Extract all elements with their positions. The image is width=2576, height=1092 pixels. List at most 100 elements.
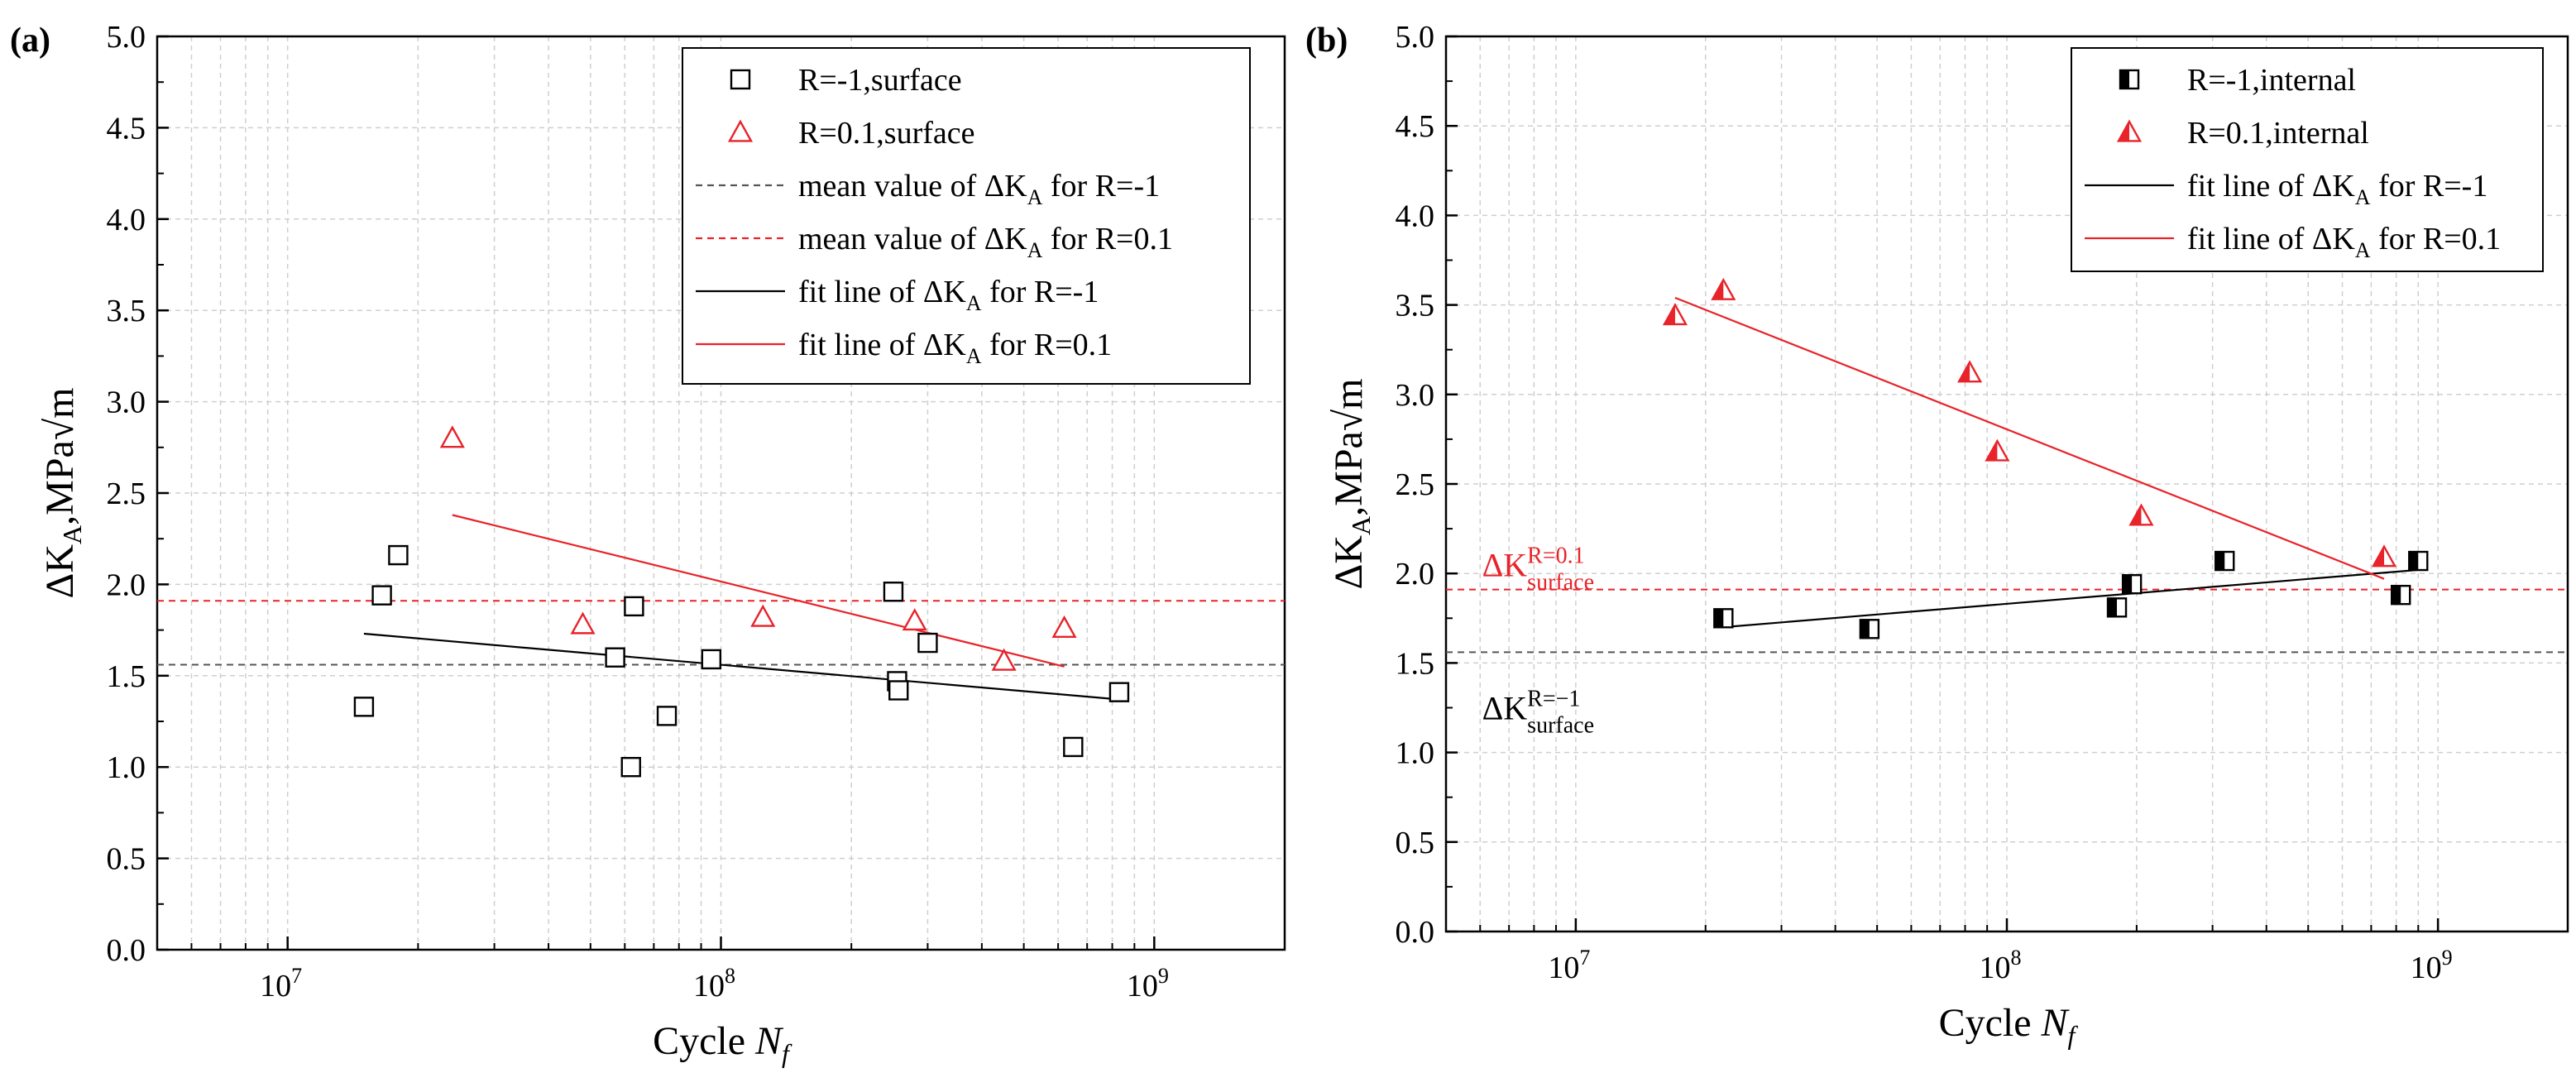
y-tick-label: 0.5 [107, 842, 146, 877]
fit-line-0 [1723, 568, 2419, 629]
annotation-sub: surface [1527, 713, 1594, 739]
data-point [701, 649, 722, 670]
y-tick-label: 1.5 [107, 659, 146, 694]
data-point [570, 611, 596, 635]
data-point [991, 648, 1017, 671]
legend-symbol [730, 69, 751, 90]
legend-box [2071, 47, 2544, 272]
y-axis-title-main: ΔK [1327, 535, 1371, 590]
legend-label: fit line of ΔKA for R=0.1 [798, 328, 1112, 368]
data-point [353, 697, 375, 717]
legend-label: fit line of ΔKA for R=-1 [798, 275, 1099, 315]
x-tick-label: 109 [2411, 946, 2453, 985]
legend-label-suffix: for R=0.1 [1042, 222, 1173, 256]
legend-label-text: R=-1,surface [798, 63, 962, 98]
data-point [2391, 584, 2411, 606]
x-tick-label: 107 [260, 964, 302, 1003]
x-tick-base: 10 [693, 969, 725, 1003]
legend: R=-1,surface R=0.1,surface mean value of Δ… [682, 47, 1251, 385]
legend-symbol [2116, 119, 2143, 142]
marker-fill [1959, 362, 1970, 382]
data-point [1985, 438, 2010, 462]
legend-label: R=0.1,surface [798, 116, 974, 151]
x-tick-exponent: 8 [2011, 946, 2022, 970]
data-point [883, 582, 904, 602]
marker-fill [1986, 441, 1998, 461]
y-tick-label: 4.5 [107, 111, 146, 146]
legend-label-suffix: for R=-1 [1042, 169, 1160, 204]
legend-label-text: fit line of ΔK [798, 328, 966, 362]
data-point [2128, 503, 2154, 526]
marker-fill [2123, 575, 2133, 594]
y-tick-label: 2.0 [1396, 557, 1435, 592]
data-point [1713, 608, 1734, 629]
annotation-0: ΔKR=0.1 surface [1482, 543, 1594, 595]
fit-line-1 [452, 514, 1065, 668]
legend-label-sub: A [1027, 238, 1043, 262]
y-axis-title-sub: A [1346, 516, 1376, 535]
data-point [1051, 615, 1077, 638]
legend-symbol [727, 119, 754, 142]
data-point [2121, 573, 2143, 595]
x-tick-exponent: 9 [1158, 964, 1169, 988]
data-point [388, 544, 409, 566]
x-tick-exponent: 7 [291, 964, 302, 988]
x-tick-base: 10 [260, 969, 291, 1003]
legend-label: R=0.1,internal [2187, 116, 2369, 151]
legend-box [682, 47, 1251, 385]
x-tick-label: 108 [1980, 946, 2022, 985]
y-axis-title-sub: A [57, 525, 87, 544]
marker-fill [2108, 598, 2118, 617]
y-tick-label: 4.0 [107, 203, 146, 237]
x-axis-title: Cycle Nf [1939, 1001, 2079, 1050]
data-point [2408, 550, 2429, 572]
marker-fill [1664, 304, 1675, 324]
y-axis-title-unit: ,MPa√m [38, 388, 82, 525]
data-point [1662, 303, 1688, 326]
x-tick-exponent: 9 [2442, 946, 2453, 970]
x-tick-label: 108 [693, 964, 735, 1003]
data-point [2214, 550, 2235, 572]
x-axis-title-text: Cycle [653, 1019, 755, 1063]
y-axis-title: ΔKA,MPa√m [38, 388, 87, 599]
marker-fill [2130, 505, 2142, 525]
y-tick-label: 3.0 [107, 386, 146, 420]
y-axis-title-main: ΔK [38, 544, 82, 599]
x-axis-title-sub: f [782, 1038, 792, 1068]
x-axis-title: Cycle Nf [653, 1019, 792, 1068]
y-tick-label: 1.0 [107, 750, 146, 785]
x-tick-base: 10 [1548, 951, 1579, 985]
legend-label-suffix: for R=0.1 [2371, 222, 2502, 256]
marker-fill [2215, 552, 2225, 571]
series-1 [1662, 277, 2397, 568]
legend-label-text: fit line of ΔK [2187, 169, 2355, 204]
data-point [917, 632, 938, 654]
y-axis-title-unit: ,MPa√m [1327, 379, 1371, 516]
data-point [1957, 360, 1983, 383]
legend-label-text: fit line of ΔK [798, 275, 966, 309]
y-axis-title: ΔKA,MPa√m [1327, 379, 1376, 590]
y-tick-label: 1.5 [1396, 646, 1435, 681]
marker-fill [2119, 122, 2129, 141]
fit-line-1 [1674, 296, 2385, 580]
marker-fill [1860, 620, 1870, 639]
marker-fill [2120, 70, 2129, 89]
data-point [902, 608, 927, 631]
y-tick-label: 0.0 [1396, 915, 1435, 950]
y-tick-label: 4.5 [1396, 109, 1435, 144]
x-tick-label: 107 [1548, 946, 1590, 985]
y-tick-label: 1.0 [1396, 736, 1435, 771]
fit-line-0 [363, 632, 1120, 701]
x-axis-title-sub: f [2068, 1020, 2079, 1050]
series-1 [439, 425, 1077, 671]
legend-label-text: mean value of ΔK [798, 169, 1027, 204]
y-tick-label: 5.0 [107, 20, 146, 55]
panel-label: (a) [10, 22, 50, 60]
legend-label-sub: A [966, 291, 982, 315]
y-tick-label: 2.0 [107, 568, 146, 602]
legend-label-text: R=0.1,internal [2187, 116, 2369, 151]
x-tick-label: 109 [1127, 964, 1169, 1003]
annotation-1: ΔKR=−1 surface [1482, 687, 1594, 739]
